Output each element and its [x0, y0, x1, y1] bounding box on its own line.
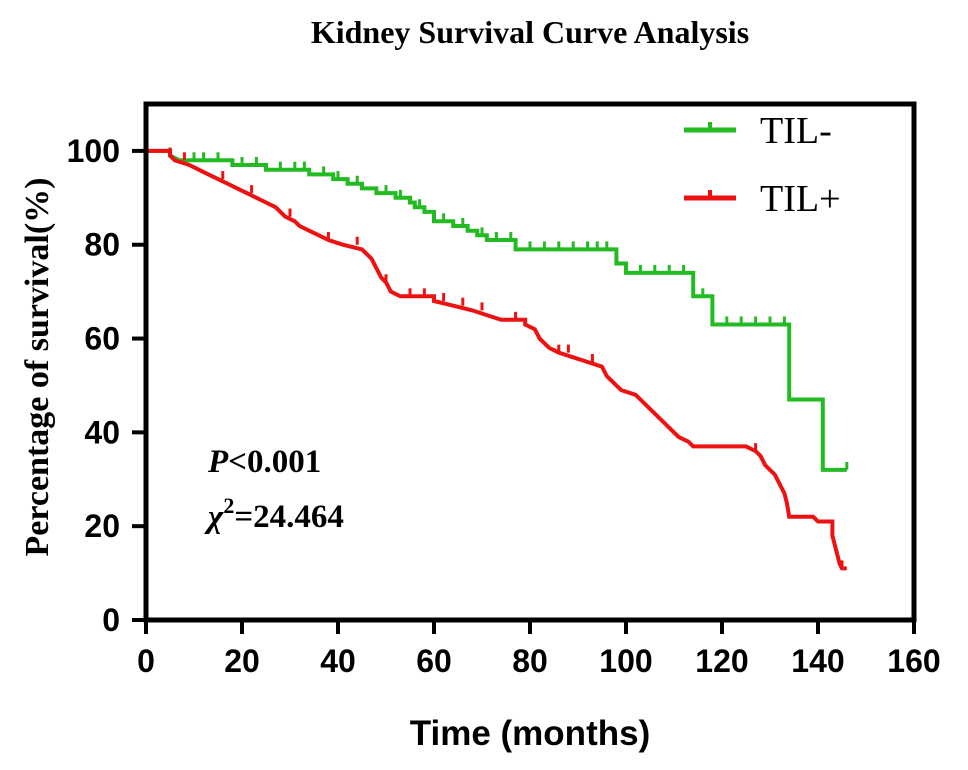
legend-item-til-minus: TIL- [684, 110, 832, 152]
p-value-text: P<0.001 [207, 444, 321, 480]
legend-label-til-plus: TIL+ [760, 178, 841, 220]
series-line-til-plus [146, 148, 847, 571]
x-tick-label: 160 [887, 643, 940, 679]
chi-label: χ [204, 499, 224, 535]
y-tick-label: 20 [84, 508, 120, 544]
p-label: P [207, 444, 229, 480]
chart-title: Kidney Survival Curve Analysis [311, 14, 749, 50]
x-tick-label: 20 [224, 643, 260, 679]
legend-label-til-minus: TIL- [760, 110, 832, 152]
x-axis: 0 20 40 60 80 100 120 140 160 [137, 620, 941, 679]
y-tick-label: 40 [84, 414, 120, 450]
y-axis-label: Percentage of survival(%) [19, 178, 56, 557]
series-line-til-minus [146, 148, 847, 472]
y-tick-label: 80 [84, 227, 120, 263]
legend-item-til-plus: TIL+ [684, 178, 841, 220]
x-axis-label: Time (months) [410, 714, 650, 753]
y-tick-label: 100 [67, 133, 120, 169]
x-tick-label: 40 [320, 643, 356, 679]
chi-value: =24.464 [234, 499, 344, 535]
stats-annotation: P<0.001 χ2=24.464 [204, 444, 344, 535]
chi-superscript: 2 [223, 493, 234, 518]
y-tick-label: 0 [102, 602, 120, 638]
chi-square-text: χ2=24.464 [204, 493, 344, 535]
x-tick-label: 120 [695, 643, 748, 679]
p-value: <0.001 [228, 444, 321, 480]
y-tick-label: 60 [84, 321, 120, 357]
x-tick-label: 0 [137, 643, 155, 679]
x-tick-label: 80 [512, 643, 548, 679]
x-tick-label: 60 [416, 643, 452, 679]
x-tick-label: 100 [599, 643, 652, 679]
y-axis: 0 20 40 60 80 100 [67, 133, 146, 638]
x-tick-label: 140 [791, 643, 844, 679]
legend: TIL- TIL+ [684, 110, 841, 220]
plot-area [146, 147, 849, 571]
